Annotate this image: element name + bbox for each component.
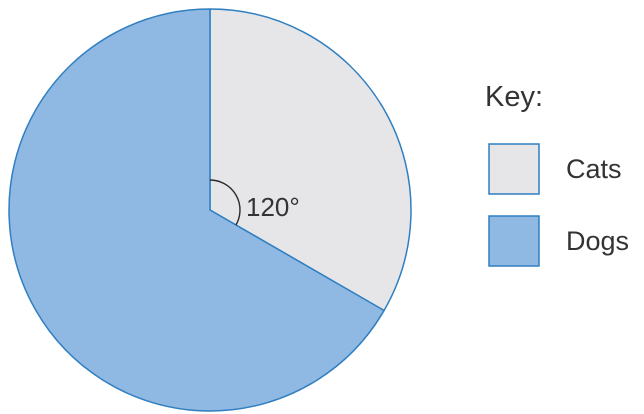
legend-label-cats: Cats [566,154,622,184]
pie-slice-cats [209,8,412,312]
legend: Key: Cats Dogs [485,81,629,267]
legend-title: Key: [485,81,543,113]
legend-label-dogs: Dogs [566,226,629,256]
angle-arc-marker [209,179,241,226]
pie-slices [8,8,412,412]
legend-items: Cats Dogs [488,143,629,267]
pie-slice-dogs [8,8,385,412]
legend-swatch-cats [488,143,540,195]
angle-label: 120° [246,192,300,222]
legend-swatch-dogs [488,215,540,267]
